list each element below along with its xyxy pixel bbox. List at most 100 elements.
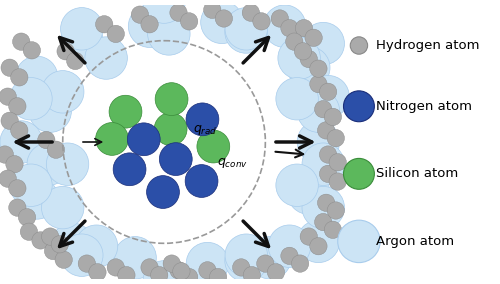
Circle shape — [113, 153, 146, 186]
Circle shape — [1, 112, 18, 130]
Circle shape — [320, 83, 337, 101]
Circle shape — [324, 108, 342, 126]
Circle shape — [186, 103, 219, 136]
Circle shape — [225, 234, 268, 276]
Circle shape — [278, 37, 320, 79]
Circle shape — [302, 22, 344, 65]
Circle shape — [66, 52, 84, 70]
Circle shape — [310, 237, 327, 255]
Text: $q_{rad}$: $q_{rad}$ — [193, 124, 218, 137]
Circle shape — [109, 95, 142, 128]
Circle shape — [10, 164, 52, 206]
Circle shape — [296, 20, 312, 37]
Circle shape — [232, 259, 250, 276]
Circle shape — [276, 78, 318, 120]
Circle shape — [172, 263, 190, 280]
Circle shape — [60, 234, 103, 276]
Circle shape — [42, 71, 84, 113]
Circle shape — [141, 259, 158, 276]
Circle shape — [51, 236, 68, 253]
Circle shape — [243, 266, 260, 284]
Circle shape — [20, 223, 38, 241]
Text: $q_{conv}$: $q_{conv}$ — [217, 156, 248, 170]
Circle shape — [318, 122, 335, 139]
Circle shape — [314, 213, 332, 231]
Circle shape — [8, 98, 26, 115]
Circle shape — [55, 251, 72, 268]
Circle shape — [27, 143, 70, 185]
Circle shape — [143, 261, 186, 284]
Circle shape — [249, 237, 292, 279]
Circle shape — [0, 88, 16, 105]
Circle shape — [12, 33, 30, 50]
Circle shape — [114, 237, 156, 279]
Circle shape — [29, 90, 72, 132]
Circle shape — [180, 13, 198, 30]
Circle shape — [180, 268, 198, 284]
Circle shape — [294, 43, 312, 60]
Circle shape — [128, 123, 160, 156]
Circle shape — [51, 223, 94, 266]
Circle shape — [288, 172, 330, 214]
Circle shape — [327, 202, 344, 219]
Circle shape — [76, 225, 118, 268]
Circle shape — [210, 268, 227, 284]
Circle shape — [141, 16, 158, 33]
Circle shape — [0, 170, 16, 187]
Circle shape — [96, 122, 128, 155]
Circle shape — [0, 146, 14, 163]
Circle shape — [6, 156, 23, 173]
Circle shape — [302, 186, 344, 229]
Circle shape — [271, 10, 288, 27]
Circle shape — [96, 16, 113, 33]
Circle shape — [286, 33, 303, 50]
Circle shape — [42, 186, 84, 229]
Circle shape — [281, 247, 298, 264]
Circle shape — [307, 76, 350, 118]
Circle shape — [338, 220, 380, 263]
Circle shape — [60, 8, 103, 50]
Circle shape — [32, 232, 49, 249]
Circle shape — [118, 266, 135, 284]
Circle shape — [314, 101, 332, 118]
Circle shape — [131, 6, 148, 23]
Circle shape — [225, 11, 268, 53]
Circle shape — [1, 59, 18, 76]
Circle shape — [268, 225, 310, 268]
Text: Nitrogen atom: Nitrogen atom — [376, 100, 472, 113]
Circle shape — [185, 165, 218, 197]
Circle shape — [297, 220, 340, 263]
Circle shape — [329, 154, 346, 171]
Circle shape — [186, 242, 228, 284]
Circle shape — [225, 8, 268, 50]
Circle shape — [160, 143, 192, 176]
Circle shape — [200, 1, 243, 43]
Circle shape — [23, 42, 40, 59]
Circle shape — [89, 264, 106, 281]
Circle shape — [85, 37, 128, 79]
Circle shape — [310, 76, 327, 93]
Circle shape — [215, 10, 232, 27]
Circle shape — [197, 130, 230, 163]
Circle shape — [146, 176, 180, 208]
Circle shape — [297, 90, 340, 132]
Circle shape — [318, 194, 335, 212]
Circle shape — [281, 20, 298, 37]
Circle shape — [276, 164, 318, 206]
Circle shape — [344, 158, 374, 189]
Circle shape — [61, 20, 103, 63]
Text: Hydrogen atom: Hydrogen atom — [376, 39, 480, 52]
Circle shape — [18, 208, 36, 226]
Circle shape — [324, 221, 342, 239]
Circle shape — [10, 69, 28, 86]
Circle shape — [57, 43, 74, 60]
Circle shape — [344, 91, 374, 122]
Circle shape — [305, 29, 322, 47]
Circle shape — [288, 47, 330, 89]
Circle shape — [350, 37, 368, 54]
Circle shape — [297, 121, 340, 163]
Circle shape — [46, 143, 89, 185]
Circle shape — [300, 228, 318, 245]
Circle shape — [170, 4, 187, 21]
Circle shape — [268, 264, 284, 281]
